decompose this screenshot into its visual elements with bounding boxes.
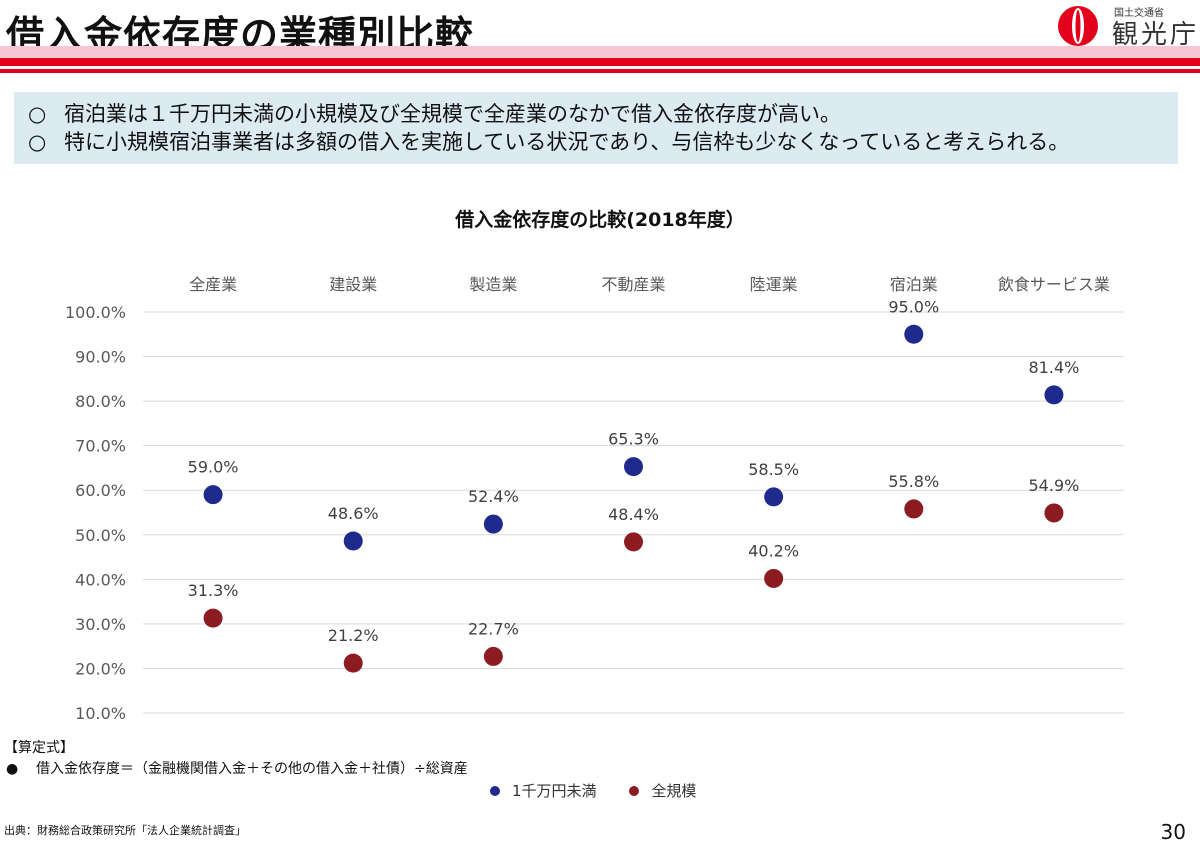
- legend-item-small: 1千万円未満: [490, 780, 597, 801]
- data-point-small: [343, 531, 363, 551]
- data-point-all: [904, 499, 924, 519]
- data-label-small: 52.4%: [468, 487, 519, 506]
- category-label: 宿泊業: [890, 275, 938, 294]
- agency-logo: 国土交通省 観光庁: [1056, 4, 1200, 50]
- data-point-all: [343, 653, 363, 673]
- page-number: 30: [1160, 820, 1186, 844]
- legend-marker-small: [490, 785, 500, 796]
- y-tick-label: 50.0%: [75, 526, 126, 545]
- summary-line: ○ 宿泊業は１千万円未満の小規模及び全規模で全産業のなかで借入金依存度が高い。: [28, 100, 1164, 128]
- chart-legend: 1千万円未満 全規模: [490, 780, 724, 801]
- data-point-small: [764, 487, 784, 507]
- data-label-small: 95.0%: [888, 297, 939, 316]
- y-tick-label: 100.0%: [65, 303, 126, 322]
- header-band-line: [0, 69, 1200, 73]
- category-label: 不動産業: [601, 275, 665, 294]
- data-label-small: 81.4%: [1029, 358, 1080, 377]
- category-label: 製造業: [469, 275, 517, 294]
- data-label-all: 54.9%: [1029, 476, 1080, 495]
- data-label-small: 48.6%: [328, 504, 379, 523]
- y-tick-label: 60.0%: [75, 481, 126, 500]
- data-label-small: 59.0%: [188, 458, 239, 477]
- formula-bullet: ●: [6, 761, 19, 777]
- y-tick-label: 70.0%: [75, 437, 126, 456]
- summary-bullet: ○: [28, 130, 47, 154]
- header-band-red: [0, 58, 1200, 66]
- category-label: 陸運業: [750, 275, 798, 294]
- data-point-small: [904, 324, 924, 344]
- data-point-all: [624, 532, 643, 552]
- data-label-all: 22.7%: [468, 619, 519, 638]
- y-tick-label: 90.0%: [75, 348, 126, 367]
- summary-box: ○ 宿泊業は１千万円未満の小規模及び全規模で全産業のなかで借入金依存度が高い。 ○…: [14, 92, 1178, 164]
- chart-title: 借入金依存度の比較(2018年度）: [455, 209, 745, 231]
- source-note: 出典：財務総合政策研究所「法人企業統計調査」: [4, 824, 246, 837]
- data-label-all: 48.4%: [608, 505, 659, 524]
- y-tick-label: 80.0%: [75, 392, 126, 411]
- y-tick-label: 30.0%: [75, 615, 126, 634]
- formula-text: 借入金依存度＝（金融機関借入金＋その他の借入金＋社債）÷総資産: [36, 761, 468, 777]
- y-tick-label: 20.0%: [75, 659, 126, 678]
- formula: ● 借入金依存度＝（金融機関借入金＋その他の借入金＋社債）÷総資産: [6, 758, 468, 778]
- formula-heading: 【算定式】: [4, 740, 74, 756]
- data-point-small: [203, 485, 223, 505]
- data-point-small: [1044, 385, 1064, 405]
- data-point-all: [764, 568, 784, 588]
- summary-text: 特に小規模宿泊事業者は多額の借入を実施している状況であり、与信枠も少なくなってい…: [64, 130, 1070, 154]
- data-point-all: [483, 646, 503, 666]
- legend-item-all: 全規模: [629, 780, 696, 801]
- data-label-all: 40.2%: [748, 541, 799, 560]
- agency-logo-ministry: 国土交通省: [1114, 8, 1164, 19]
- category-label: 全産業: [189, 275, 237, 294]
- summary-text: 宿泊業は１千万円未満の小規模及び全規模で全産業のなかで借入金依存度が高い。: [64, 102, 841, 126]
- data-label-small: 65.3%: [608, 430, 659, 449]
- legend-label-small: 1千万円未満: [512, 782, 597, 800]
- data-point-all: [203, 608, 223, 628]
- summary-line: ○ 特に小規模宿泊事業者は多額の借入を実施している状況であり、与信枠も少なくなって…: [28, 128, 1164, 156]
- agency-logo-name: 観光庁: [1112, 20, 1200, 50]
- data-label-all: 55.8%: [888, 472, 939, 491]
- category-label: 飲食サービス業: [998, 275, 1110, 294]
- legend-label-all: 全規模: [651, 782, 697, 800]
- y-tick-label: 10.0%: [75, 704, 126, 723]
- data-label-all: 21.2%: [328, 626, 379, 645]
- header-band-pink: [0, 46, 1200, 58]
- data-label-all: 31.3%: [188, 581, 239, 600]
- data-point-small: [483, 514, 503, 534]
- agency-logo-mark-icon: [1058, 6, 1098, 46]
- y-tick-label: 40.0%: [75, 570, 126, 589]
- data-label-small: 58.5%: [748, 460, 799, 479]
- category-label: 建設業: [329, 275, 377, 294]
- legend-marker-all: [629, 785, 640, 796]
- data-point-small: [624, 457, 643, 477]
- data-point-all: [1044, 503, 1064, 523]
- summary-bullet: ○: [28, 102, 47, 126]
- chart: 100.0% 90.0% 80.0% 70.0% 60.0% 50.0% 40.0% 30.0…: [65, 275, 1124, 723]
